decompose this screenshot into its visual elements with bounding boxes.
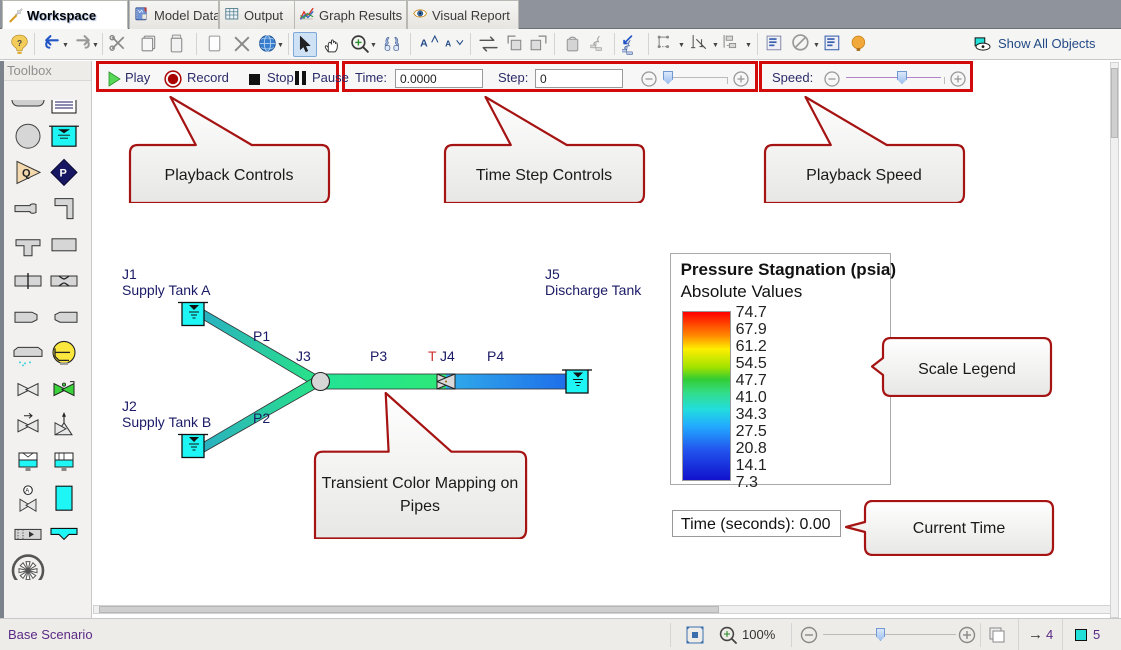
- svg-text:?: ?: [17, 38, 22, 48]
- svg-text:Time Step Controls: Time Step Controls: [476, 167, 612, 184]
- svg-text:Supply Tank A: Supply Tank A: [122, 282, 211, 298]
- svg-text:A: A: [445, 39, 451, 49]
- svg-text:Scale Legend: Scale Legend: [918, 361, 1016, 378]
- svg-text:P2: P2: [253, 410, 270, 426]
- svg-text:A: A: [420, 38, 428, 50]
- svg-text:T: T: [428, 348, 437, 364]
- svg-text:J3: J3: [296, 348, 311, 364]
- svg-text:Playback Controls: Playback Controls: [165, 167, 294, 184]
- svg-text:Current Time: Current Time: [913, 520, 1006, 537]
- svg-text:Transient Color Mapping on: Transient Color Mapping on: [321, 475, 518, 492]
- svg-text:J1: J1: [122, 266, 137, 282]
- svg-text:Playback Speed: Playback Speed: [806, 167, 922, 184]
- svg-text:J2: J2: [122, 398, 137, 414]
- svg-text:Supply Tank B: Supply Tank B: [122, 414, 211, 430]
- svg-text:J4: J4: [440, 348, 455, 364]
- svg-text:J5: J5: [545, 266, 560, 282]
- svg-text:Pipes: Pipes: [400, 498, 440, 515]
- svg-text:P1: P1: [253, 328, 270, 344]
- svg-text:P4: P4: [487, 348, 504, 364]
- svg-text:Discharge Tank: Discharge Tank: [545, 282, 642, 298]
- svg-text:P3: P3: [370, 348, 387, 364]
